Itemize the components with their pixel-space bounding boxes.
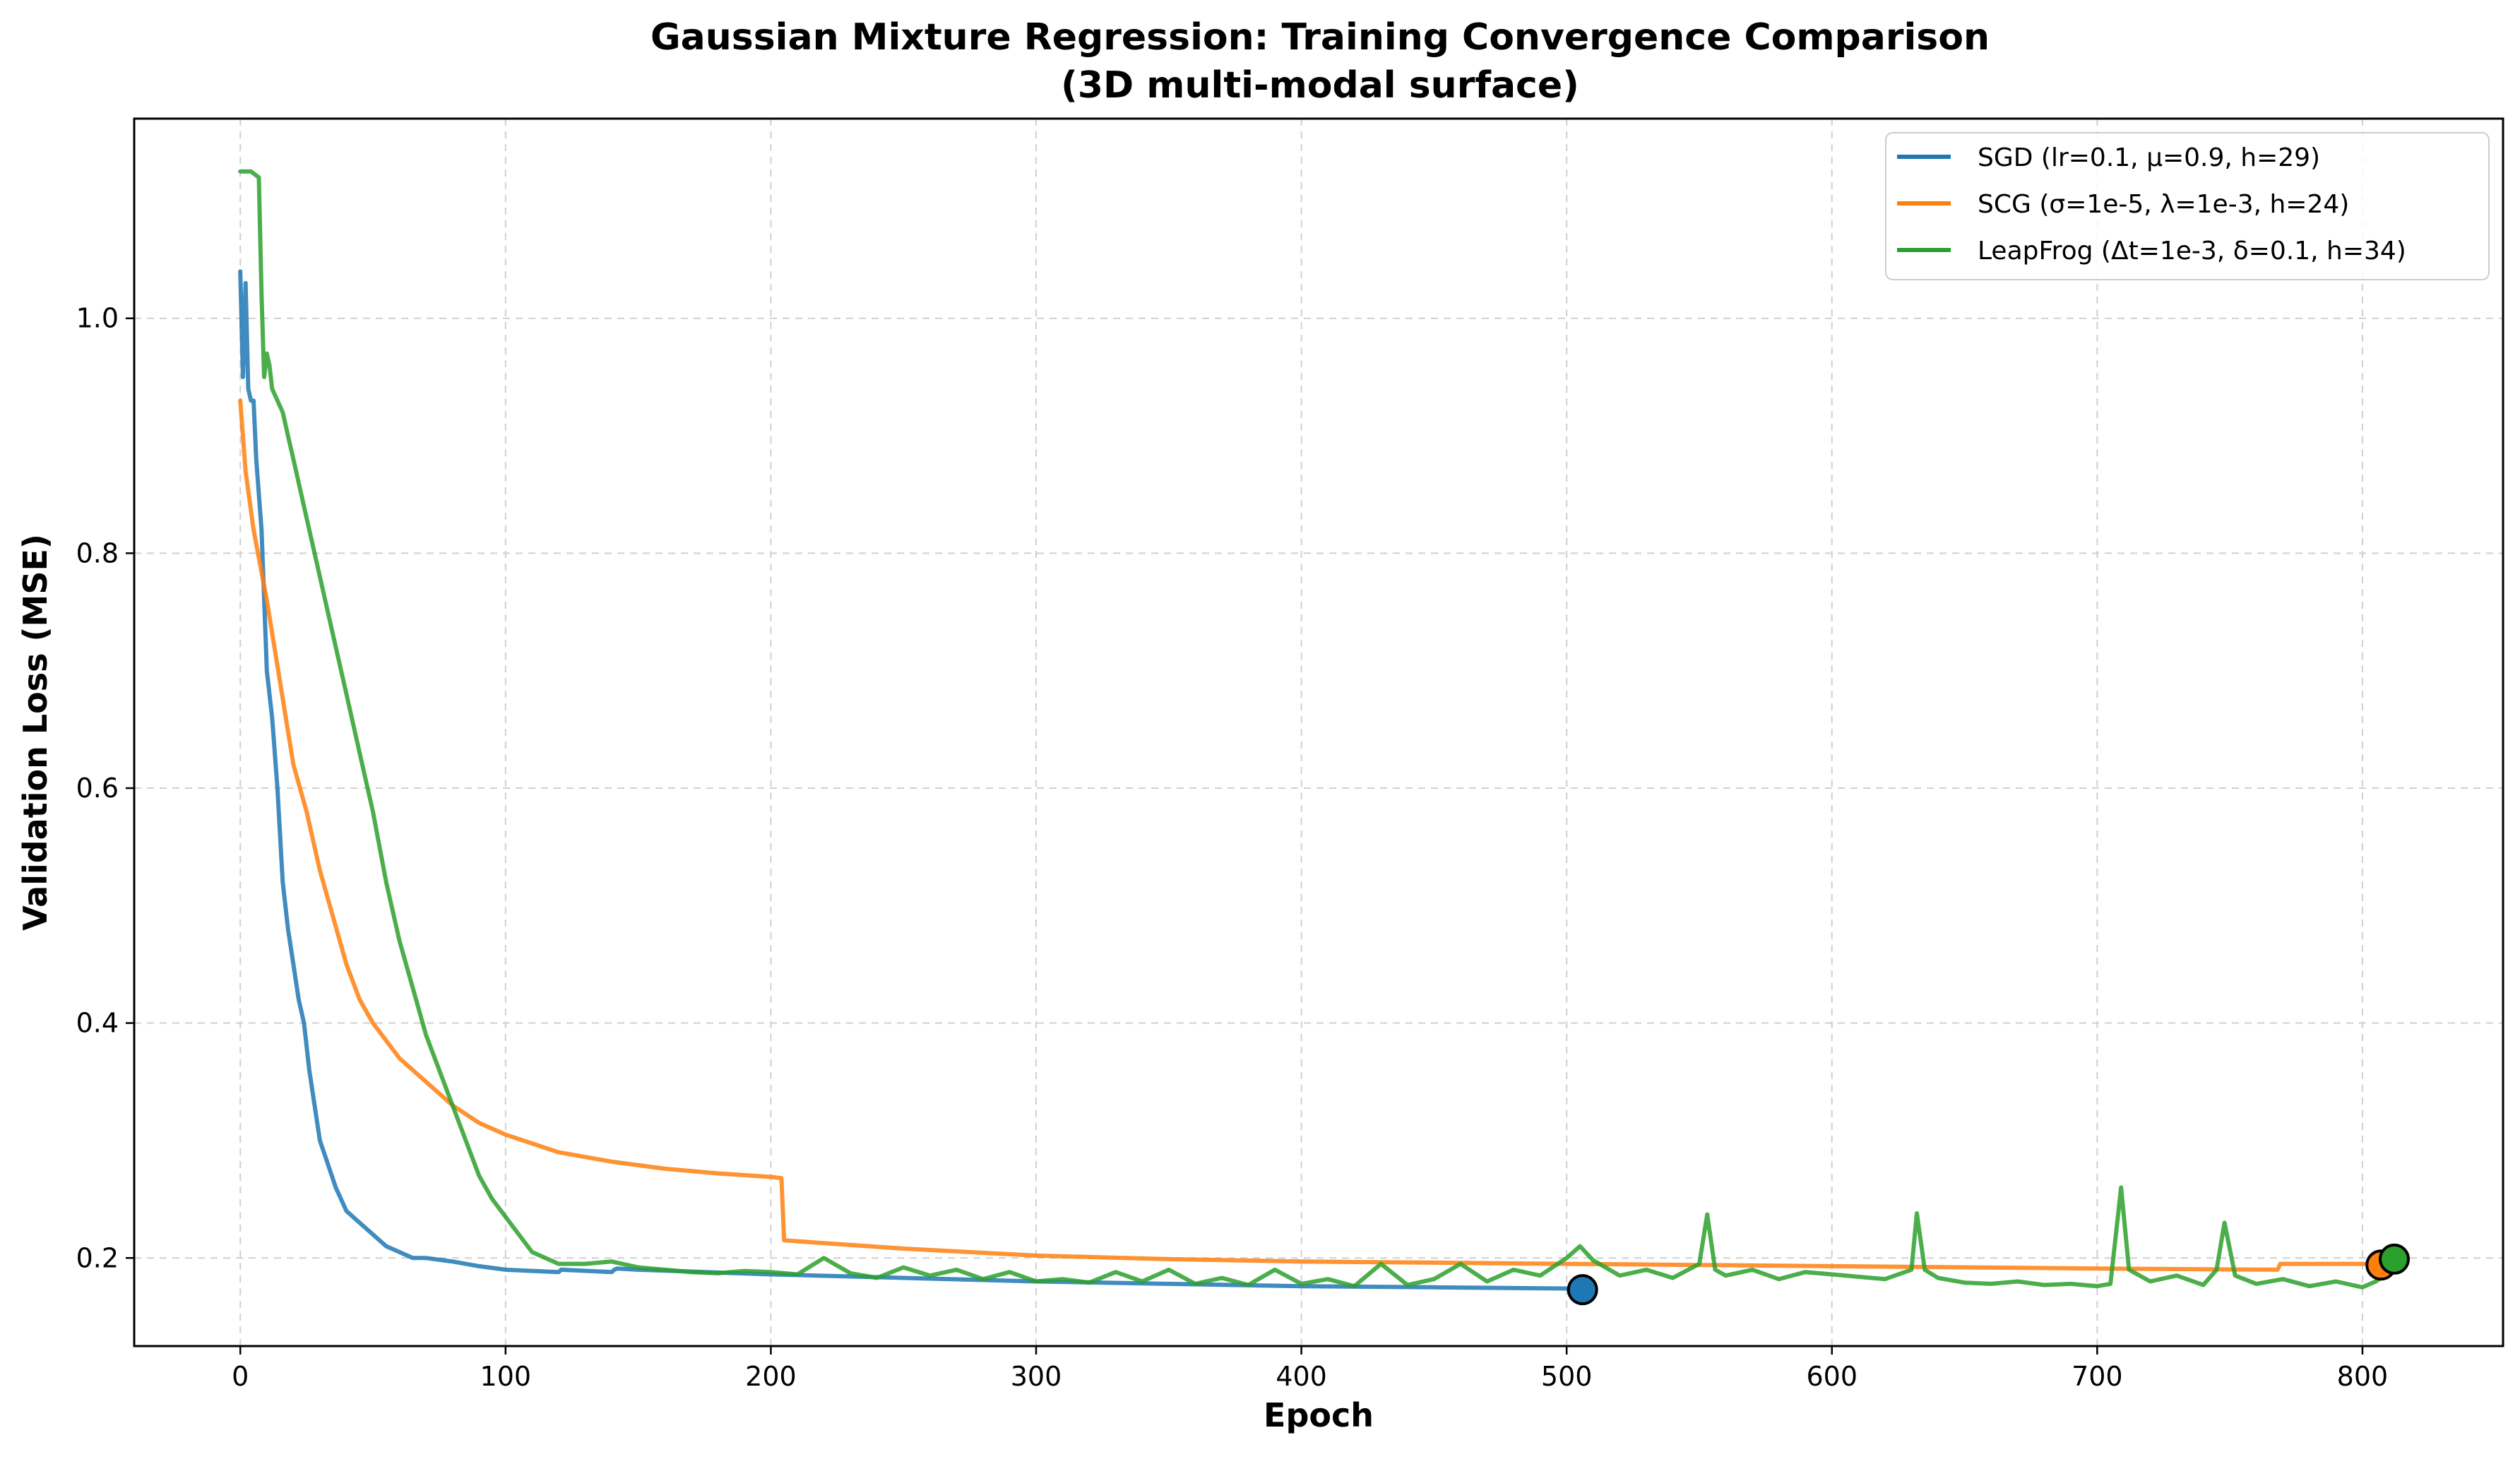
legend-label-0: SGD (lr=0.1, μ=0.9, h=29) <box>1978 143 2320 172</box>
y-tick-label: 1.0 <box>76 303 119 334</box>
end-marker-2 <box>2379 1243 2411 1275</box>
x-axis-ticks: 0 100 200 300 400 500 600 700 800 <box>232 1346 2388 1392</box>
x-axis-label: Epoch <box>1264 1396 1374 1434</box>
y-tick-label: 0.4 <box>76 1008 119 1039</box>
x-tick-label: 200 <box>745 1361 797 1392</box>
x-tick-label: 500 <box>1541 1361 1593 1392</box>
series-line-2 <box>238 169 2391 1290</box>
chart-subtitle: (3D multi-modal surface) <box>1061 64 1579 107</box>
end-marker-0 <box>1567 1274 1598 1306</box>
x-tick-label: 400 <box>1276 1361 1327 1392</box>
x-tick-label: 600 <box>1806 1361 1858 1392</box>
y-tick-label: 0.8 <box>76 537 119 569</box>
grid-layer <box>134 119 2503 1346</box>
y-tick-label: 0.6 <box>76 773 119 804</box>
x-tick-label: 0 <box>232 1361 249 1392</box>
plot-area-frame <box>133 117 2504 1347</box>
legend-label-2: LeapFrog (Δt=1e-3, δ=0.1, h=34) <box>1978 237 2406 266</box>
x-tick-label: 300 <box>1011 1361 1062 1392</box>
x-tick-label: 800 <box>2337 1361 2389 1392</box>
end-marker-layer <box>1567 1243 2411 1306</box>
legend-box <box>1885 132 2490 280</box>
y-axis-label: Validation Loss (MSE) <box>16 534 54 931</box>
y-axis-ticks: 0.2 0.4 0.6 0.8 1.0 <box>76 303 134 1273</box>
y-tick-label: 0.2 <box>76 1242 119 1273</box>
chart-title: Gaussian Mixture Regression: Training Co… <box>650 16 1990 59</box>
legend: SGD (lr=0.1, μ=0.9, h=29) SCG (σ=1e-5, λ=… <box>1885 132 2490 280</box>
series-line-1 <box>238 398 2378 1272</box>
x-tick-label: 700 <box>2072 1361 2123 1392</box>
x-tick-label: 100 <box>480 1361 532 1392</box>
legend-label-1: SCG (σ=1e-5, λ=1e-3, h=24) <box>1978 190 2349 219</box>
series-layer <box>238 169 2391 1291</box>
